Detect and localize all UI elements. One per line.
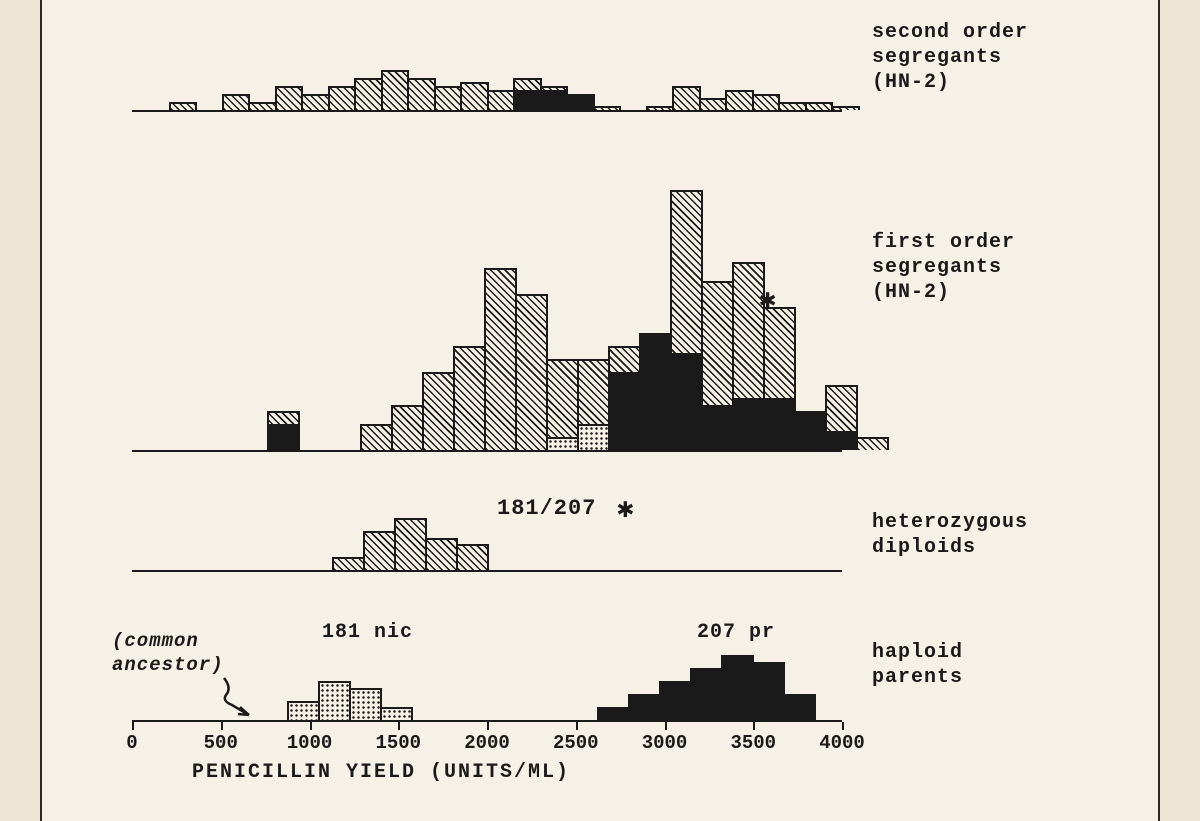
het_dip-bar [456,544,489,570]
x-tick-label: 500 [196,732,246,754]
second_order-bar [593,106,622,110]
x-tick-label: 4000 [817,732,867,754]
x-tick [665,722,667,730]
haploid_parents-bar [380,707,413,720]
second_order-bar [169,102,198,110]
haploid_parents-bar [690,668,723,720]
x-tick-label: 2000 [462,732,512,754]
haploid_parents-bar [721,655,754,720]
x-tick [753,722,755,730]
first_order-bar [701,405,734,451]
second_order-bar [275,86,304,110]
first_order-bar [515,294,548,450]
second_order-bar [328,86,357,110]
second_order-bar [805,102,834,110]
second_order-bar [752,94,781,110]
second_order-bar [831,106,860,110]
x-axis-label: PENICILLIN YIELD (UNITS/ML) [192,760,570,785]
haploid_parents-bar [752,662,785,721]
haploid_parents-bar [628,694,661,720]
het_dip-label: heterozygousdiploids [872,510,1028,560]
haploid_parents-label: haploidparents [872,640,963,690]
second_order-label: second ordersegregants(HN-2) [872,20,1028,95]
x-tick-label: 3500 [728,732,778,754]
first_order-bar [453,346,486,450]
first_order-bar [856,437,889,450]
x-tick [398,722,400,730]
asterisk-marker: ✱ [759,282,776,317]
x-tick-label: 0 [107,732,157,754]
het_dip-bar [332,557,365,570]
x-tick [576,722,578,730]
first_order-bar [732,398,765,450]
second_order-bar [381,70,410,110]
first_order-axis [132,450,842,452]
x-tick-label: 1500 [373,732,423,754]
x-tick-label: 2500 [551,732,601,754]
x-tick [842,722,844,730]
second_order-bar [725,90,754,110]
second_order-bar [513,90,542,110]
second_order-axis [132,110,842,112]
x-tick-label: 3000 [640,732,690,754]
second_order-bar [778,102,807,110]
second_order-bar [699,98,728,110]
haploid_parents-bar [318,681,351,720]
first_order-bar [267,424,300,450]
second_order-bar [672,86,701,110]
x-tick-label: 1000 [285,732,335,754]
second_order-bar [540,90,569,110]
first_order-label: first ordersegregants(HN-2) [872,230,1015,305]
haploid_parents-bar [783,694,816,720]
second_order-bar [407,78,436,110]
first_order-bar [360,424,393,450]
second_order-bar [487,90,516,110]
second_order-bar [248,102,277,110]
haploid_parents-bar [659,681,692,720]
asterisk-marker: ✱ [790,409,807,444]
second_order-bar [354,78,383,110]
common-ancestor-arrow [204,663,284,733]
haploid_parents-bar [287,701,320,721]
x-tick [221,722,223,730]
annotation-het_dip: 181/207 [497,495,596,523]
second_order-bar [434,86,463,110]
haploid_parents-bar [349,688,382,721]
het_dip-axis [132,570,842,572]
first_order-bar [391,405,424,451]
x-tick [132,722,134,730]
first_order-bar [577,424,610,450]
second_order-bar [301,94,330,110]
first_order-bar [825,431,858,451]
het_dip-bar [425,538,458,571]
second_order-bar [646,106,675,110]
het_dip-bar [394,518,427,570]
first_order-bar [608,372,641,450]
first_order-bar [422,372,455,450]
x-tick [487,722,489,730]
first_order-bar [639,333,672,450]
second_order-bar [566,94,595,110]
second_order-bar [222,94,251,110]
first_order-bar [670,353,703,451]
second_order-bar [460,82,489,110]
first_order-bar [546,437,579,450]
haploid_parents-bar [597,707,630,720]
x-tick [310,722,312,730]
first_order-bar [484,268,517,450]
inline-label: 181 nic [322,620,413,645]
asterisk-marker: ✱ [617,491,634,526]
inline-label: 207 pr [697,620,775,645]
het_dip-bar [363,531,396,570]
